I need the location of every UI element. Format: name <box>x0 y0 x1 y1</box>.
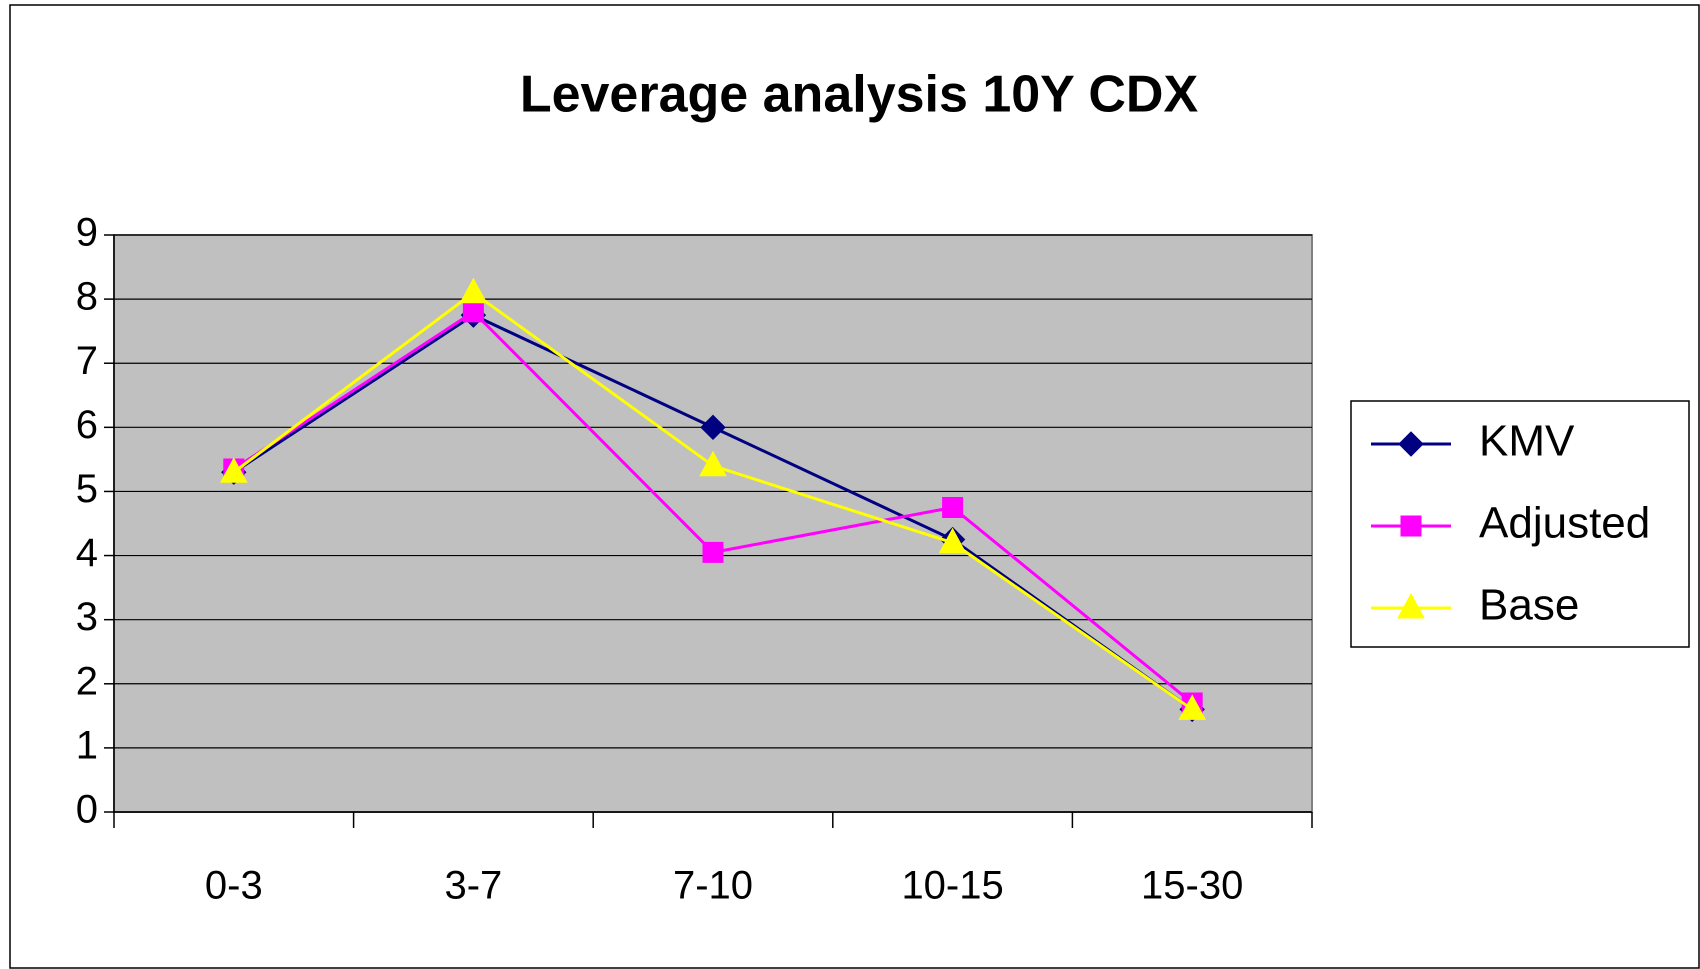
y-tick-label: 1 <box>76 723 98 767</box>
legend-label: Adjusted <box>1479 499 1650 548</box>
data-point <box>1178 694 1207 720</box>
legend-marker <box>1398 431 1424 457</box>
x-tick-label: 15-30 <box>1141 864 1243 908</box>
x-tick-label: 10-15 <box>901 864 1003 908</box>
data-point <box>219 457 248 483</box>
data-point <box>699 450 727 477</box>
y-tick-label: 8 <box>76 275 98 319</box>
chart-title: Leverage analysis 10Y CDX <box>520 66 1199 124</box>
legend-label: Base <box>1479 581 1579 630</box>
y-tick-label: 9 <box>76 211 98 255</box>
x-tick-label: 3-7 <box>444 864 502 908</box>
legend-label: KMV <box>1479 417 1575 466</box>
data-point <box>700 414 726 441</box>
x-tick-label: 7-10 <box>673 864 753 908</box>
y-tick-label: 4 <box>76 531 98 575</box>
data-point <box>462 301 484 323</box>
y-tick-label: 7 <box>76 339 98 383</box>
y-tick-label: 6 <box>76 403 98 447</box>
y-tick-label: 2 <box>76 659 98 703</box>
data-point <box>942 496 964 518</box>
plot-area <box>113 234 1313 813</box>
legend-marker <box>1400 515 1422 537</box>
x-tick-label: 0-3 <box>205 864 263 908</box>
data-point <box>459 277 488 304</box>
y-tick-label: 0 <box>76 788 98 832</box>
y-tick-label: 5 <box>76 467 98 511</box>
y-tick-label: 3 <box>76 595 98 639</box>
data-point <box>702 541 724 563</box>
data-point <box>938 527 967 554</box>
legend-marker <box>1397 592 1425 619</box>
